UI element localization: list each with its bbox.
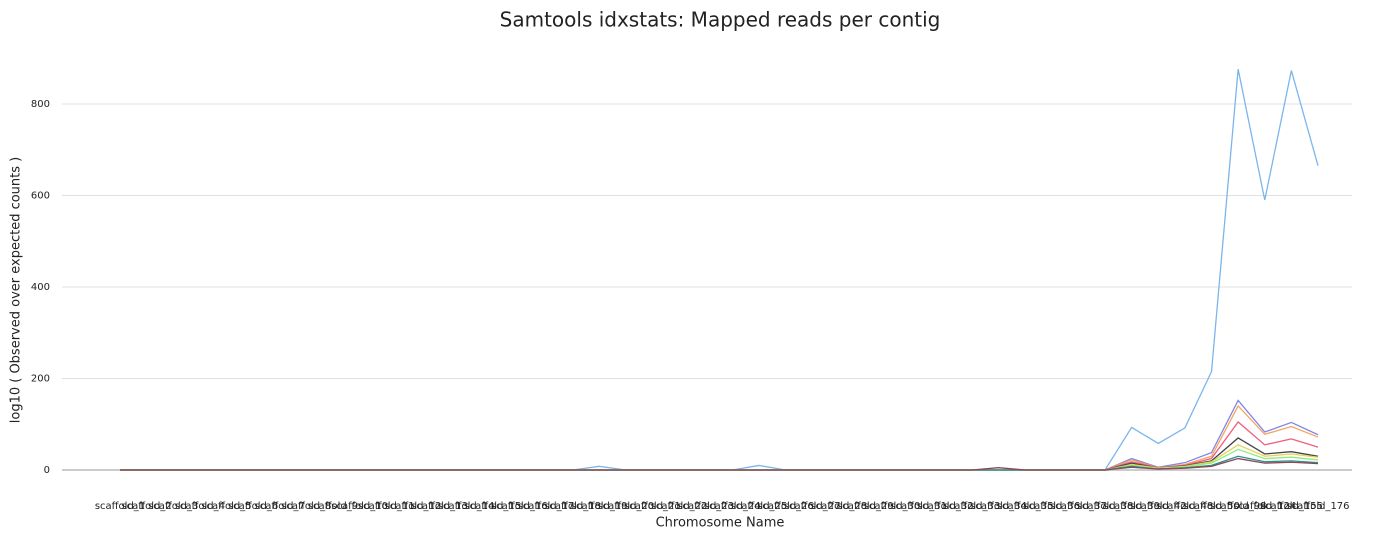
y-tick-label: 200 — [31, 373, 50, 384]
x-tick-label: scaffold_26 — [757, 501, 814, 512]
chart-title: Samtools idxstats: Mapped reads per cont… — [500, 8, 941, 32]
x-tick-label: scaffold_98 — [1210, 501, 1267, 512]
x-tick-label: scaffold_1 — [95, 501, 145, 512]
x-tick-label: scaffold_155 — [1260, 501, 1323, 512]
y-tick-label: 0 — [44, 465, 50, 476]
x-tick-label: scaffold_5 — [201, 501, 251, 512]
y-tick-label: 600 — [31, 190, 50, 201]
x-tick-label: scaffold_35 — [997, 501, 1054, 512]
x-tick-label: scaffold_17 — [518, 501, 575, 512]
x-tick-label: scaffold_13 — [411, 501, 468, 512]
x-tick-label: scaffold_48 — [1157, 501, 1214, 512]
x-tick-label: scaffold_22 — [651, 501, 708, 512]
x-tick-label: scaffold_7 — [255, 501, 305, 512]
x-tick-label: scaffold_37 — [1050, 501, 1107, 512]
x-axis-title: Chromosome Name — [656, 516, 785, 531]
x-tick-label: scaffold_30 — [864, 501, 921, 512]
x-tick-label: scaffold_24 — [704, 501, 761, 512]
y-axis-title: log10 ( Observed over expected counts ) — [9, 157, 24, 424]
x-tick-label: scaffold_29 — [837, 501, 894, 512]
series-line — [120, 457, 1319, 471]
x-tick-label: scaffold_124 — [1233, 501, 1296, 512]
x-tick-label: scaffold_6 — [228, 501, 278, 512]
x-tick-label: scaffold_9 — [308, 501, 358, 512]
x-tick-label: scaffold_23 — [677, 501, 734, 512]
x-tick-label: scaffold_10 — [331, 501, 388, 512]
y-tick-label: 800 — [31, 99, 50, 110]
x-tick-label: scaffold_20 — [597, 501, 654, 512]
series-line — [120, 421, 1319, 471]
x-tick-label: scaffold_33 — [944, 501, 1001, 512]
x-tick-label: scaffold_8 — [281, 501, 331, 512]
x-tick-label: scaffold_38 — [1077, 501, 1134, 512]
x-tick-label: scaffold_3 — [148, 501, 198, 512]
x-tick-label: scaffold_4 — [175, 501, 225, 512]
x-tick-label: scaffold_32 — [917, 501, 974, 512]
series-line — [120, 69, 1319, 471]
series-line — [120, 399, 1319, 471]
x-tick-label: scaffold_14 — [438, 501, 495, 512]
x-tick-label: scaffold_27 — [784, 501, 841, 512]
x-tick-label: scaffold_15 — [464, 501, 521, 512]
x-tick-label: scaffold_18 — [544, 501, 601, 512]
x-tick-label: scaffold_11 — [358, 501, 415, 512]
x-tick-label: scaffold_34 — [970, 501, 1027, 512]
x-tick-label: scaffold_12 — [384, 501, 441, 512]
x-tick-label: scaffold_28 — [810, 501, 867, 512]
x-tick-label: scaffold_176 — [1286, 501, 1349, 512]
x-tick-label: scaffold_2 — [121, 501, 171, 512]
x-tick-label: scaffold_31 — [890, 501, 947, 512]
x-tick-label: scaffold_42 — [1130, 501, 1187, 512]
y-tick-label: 400 — [31, 282, 50, 293]
x-tick-label: scaffold_21 — [624, 501, 681, 512]
x-tick-label: scaffold_19 — [571, 501, 628, 512]
x-tick-label: scaffold_36 — [1023, 501, 1080, 512]
x-tick-label: scaffold_39 — [1103, 501, 1160, 512]
x-tick-label: scaffold_16 — [491, 501, 548, 512]
x-tick-label: scaffold_25 — [731, 501, 788, 512]
x-tick-label: scaffold_50 — [1183, 501, 1240, 512]
